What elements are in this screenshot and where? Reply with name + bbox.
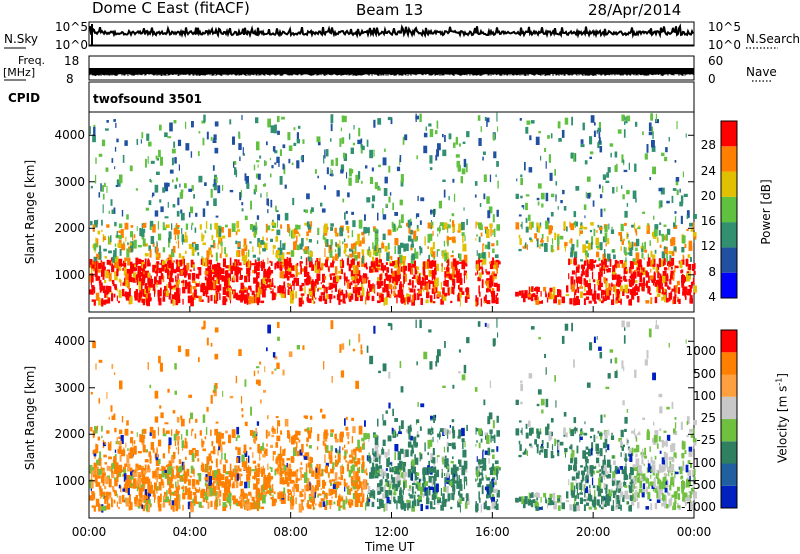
colorbar-swatch xyxy=(721,441,737,464)
colorbar-swatch xyxy=(721,146,737,172)
colorbar-tick-label: 8 xyxy=(708,264,716,279)
colorbar-tick-label: 24 xyxy=(700,163,716,178)
x-tick-label: 08:00 xyxy=(273,525,308,539)
colorbar-tick-label: 16 xyxy=(700,214,716,229)
colorbar-swatch xyxy=(721,396,737,420)
colorbar-frame xyxy=(720,120,738,299)
power-colorbar-label: Power [dB] xyxy=(759,179,773,245)
x-tick-label: 16:00 xyxy=(475,525,510,539)
freq-tick-top: 18 xyxy=(64,54,80,68)
cpid-label: CPID xyxy=(8,91,41,105)
colorbar-tick-label: 12 xyxy=(700,239,716,254)
colorbar-frame xyxy=(720,329,738,509)
y-tick-label: 3000 xyxy=(54,174,85,189)
colorbar-tick-label: -25 xyxy=(696,433,716,448)
nsky-label: N.Sky xyxy=(4,32,39,46)
nsky-tick-top: 10^5 xyxy=(55,20,88,34)
x-tick-label: 00:00 xyxy=(71,525,107,539)
panel-frame xyxy=(88,21,695,47)
colorbar-tick-label: 20 xyxy=(700,188,716,203)
y-tick-label: 4000 xyxy=(54,334,85,349)
beam-label: Beam 13 xyxy=(356,1,424,19)
colorbar-swatch xyxy=(721,374,737,397)
colorbar-tick-label: -100 xyxy=(688,455,716,470)
colorbar-swatch xyxy=(721,196,737,223)
y-tick-label: 2000 xyxy=(54,221,85,236)
y-tick-label: 3000 xyxy=(54,380,85,395)
nave-label: Nave xyxy=(746,65,777,79)
colorbar-swatch xyxy=(721,485,737,509)
plot-title: Dome C East (fitACF) xyxy=(92,0,250,17)
y-tick-label: 1000 xyxy=(54,473,85,488)
axis-ticks xyxy=(88,134,695,518)
colorbar-tick-label: -500 xyxy=(688,477,716,492)
nsky-trace xyxy=(89,23,694,39)
velocity-ylabel: Slant Range [km] xyxy=(23,365,37,471)
date-label: 28/Apr/2014 xyxy=(588,1,682,19)
x-tick-label: 12:00 xyxy=(374,525,409,539)
colorbar-swatch xyxy=(721,121,737,147)
colorbar-tick-label: 500 xyxy=(693,366,716,381)
colorbar-swatch xyxy=(721,171,737,197)
x-tick-label: 00:00 xyxy=(676,525,712,539)
colorbar-tick-label: 28 xyxy=(700,138,716,153)
nsearch-tick-bottom: 10^0 xyxy=(708,38,741,52)
x-axis-label: Time UT xyxy=(365,540,415,554)
cpid-value: twofsound 3501 xyxy=(93,92,202,106)
freq-trace xyxy=(89,68,694,76)
colorbar-swatch xyxy=(721,419,737,442)
colorbar-swatch xyxy=(721,247,737,273)
nsearch-label: N.Search xyxy=(746,32,800,46)
panel-frame xyxy=(88,55,695,81)
colorbars xyxy=(720,120,738,509)
colorbar-tick-label: -1000 xyxy=(681,500,716,514)
y-tick-label: 4000 xyxy=(54,128,85,143)
y-tick-label: 1000 xyxy=(54,267,85,282)
velocity-colorbar-label: Velocity [m s-1] xyxy=(774,373,790,463)
nsearch-tick-top: 10^5 xyxy=(708,20,741,34)
freq-label: Freq. xyxy=(18,54,46,67)
colorbar-swatch xyxy=(721,330,737,353)
velocity-field xyxy=(89,318,697,513)
x-tick-label: 04:00 xyxy=(172,525,208,539)
colorbar-swatch xyxy=(721,463,737,486)
colorbar-tick-label: 100 xyxy=(693,388,716,403)
colorbar-tick-label: 25 xyxy=(700,411,716,425)
colorbar-swatch xyxy=(721,222,737,248)
parameter-traces xyxy=(4,23,778,82)
nave-tick-top: 60 xyxy=(708,54,724,68)
freq-unit: [MHz] xyxy=(3,66,36,79)
power-field xyxy=(89,112,697,307)
y-tick-label: 2000 xyxy=(54,427,85,442)
colorbar-swatch xyxy=(721,272,737,298)
colorbar-swatch xyxy=(721,352,737,375)
nave-tick-bottom: 0 xyxy=(708,72,716,86)
freq-tick-bottom: 8 xyxy=(66,72,74,86)
colorbar-tick-label: 4 xyxy=(708,290,716,304)
power-ylabel: Slant Range [km] xyxy=(23,159,37,265)
x-tick-label: 20:00 xyxy=(575,525,611,539)
colorbar-tick-label: 1000 xyxy=(685,344,716,359)
nsky-tick-bottom: 10^0 xyxy=(55,38,88,52)
